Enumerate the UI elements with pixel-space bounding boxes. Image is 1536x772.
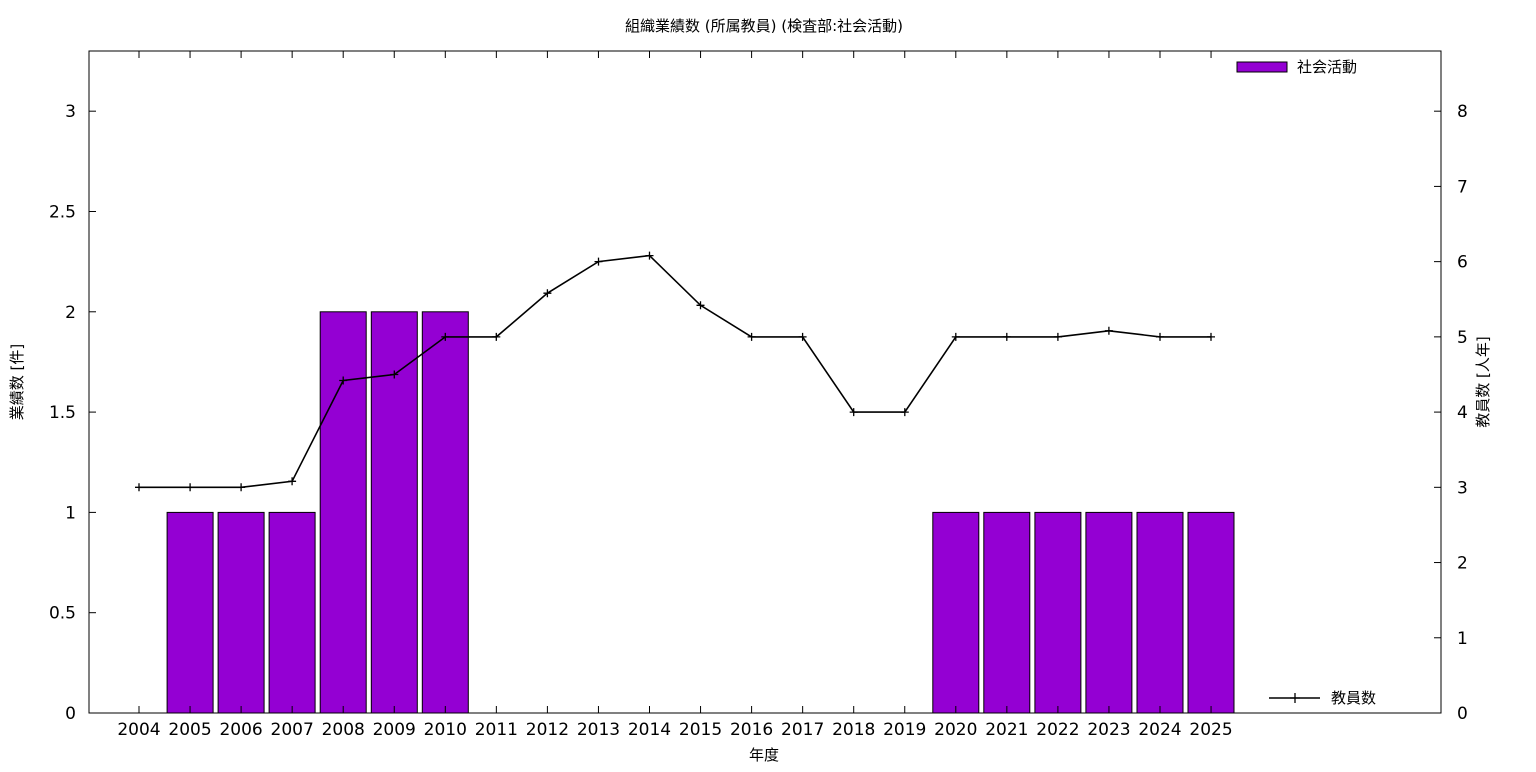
y2-tick-label-2: 2 (1457, 554, 1468, 574)
x-tick-label-2023: 2023 (1087, 720, 1130, 740)
line-point-2019 (900, 408, 909, 417)
x-tick-label-2006: 2006 (219, 720, 262, 740)
x-tick-label-2015: 2015 (679, 720, 722, 740)
x-tick-label-2010: 2010 (424, 720, 467, 740)
line-point-2014 (645, 251, 654, 260)
bar-2009 (370, 311, 418, 714)
y2-tick-label-7: 7 (1457, 177, 1468, 197)
y-tick-label-3: 3 (65, 102, 76, 122)
line-point-2012 (543, 289, 552, 298)
line-point-2004 (135, 483, 143, 492)
line-point-2022 (1053, 332, 1062, 341)
line-point-2007 (288, 477, 297, 486)
plot-frame (88, 50, 1442, 714)
x-tick-label-2016: 2016 (730, 720, 773, 740)
line-point-2024 (1156, 332, 1164, 341)
x-tick-label-2007: 2007 (271, 720, 314, 740)
y-tick-label-0.5: 0.5 (49, 604, 76, 624)
bar-2007 (268, 511, 316, 714)
line-point-2010 (441, 332, 450, 341)
line-point-2020 (951, 332, 960, 341)
y-tick-label-0: 0 (65, 704, 76, 724)
y2-tick-label-6: 6 (1457, 253, 1468, 273)
x-tick-label-2009: 2009 (373, 720, 416, 740)
x-tick-label-2021: 2021 (985, 720, 1028, 740)
line-point-2011 (492, 332, 501, 341)
legend-label-bar: 社会活動 (1297, 58, 1357, 76)
y-tick-label-2: 2 (65, 303, 76, 323)
x-tick-label-2024: 2024 (1138, 720, 1181, 740)
y2-tick-label-4: 4 (1457, 403, 1468, 423)
x-tick-label-2025: 2025 (1189, 720, 1232, 740)
x-tick-label-2005: 2005 (168, 720, 211, 740)
x-tick-label-2004: 2004 (117, 720, 160, 740)
line-point-2009 (390, 370, 399, 379)
y-tick-label-1: 1 (65, 503, 76, 523)
x-tick-label-2018: 2018 (832, 720, 875, 740)
bar-2022 (1034, 511, 1082, 714)
chart-title: 組織業績数 (所属教員) (検査部:社会活動) (625, 17, 903, 35)
line-point-2016 (747, 332, 756, 341)
y2-tick-label-1: 1 (1457, 629, 1468, 649)
x-tick-label-2013: 2013 (577, 720, 620, 740)
y2-axis-title: 教員数 [人年] (1474, 336, 1492, 427)
bars-layer (166, 311, 1235, 714)
line-point-2023 (1104, 326, 1113, 335)
line-point-2006 (237, 483, 246, 492)
y-tick-label-2.5: 2.5 (49, 202, 76, 222)
bar-2010 (421, 311, 469, 714)
y2-tick-label-3: 3 (1457, 478, 1468, 498)
y-tick-label-1.5: 1.5 (49, 403, 76, 423)
bar-2023 (1085, 511, 1133, 714)
legend-label-line: 教員数 (1331, 689, 1376, 707)
bar-2020 (932, 511, 980, 714)
x-tick-label-2012: 2012 (526, 720, 569, 740)
line-point-2005 (186, 483, 195, 492)
line-series-path (139, 254, 1211, 489)
y-axis-title: 業績数 [件] (8, 344, 26, 420)
legend-line-marker (1290, 693, 1300, 703)
y2-tick-label-5: 5 (1457, 328, 1468, 348)
ticks-layer: 2004 2005 2006 2007 2008 2009 2010 2011 2012 2013… (49, 51, 1468, 740)
x-tick-label-2022: 2022 (1036, 720, 1079, 740)
legend-swatch-bar (1236, 61, 1288, 73)
x-tick-label-2020: 2020 (934, 720, 977, 740)
line-point-2025 (1207, 332, 1215, 341)
y2-tick-label-0: 0 (1457, 704, 1468, 724)
line-point-2017 (798, 332, 807, 341)
bar-2008 (319, 311, 367, 714)
line-point-2021 (1002, 332, 1011, 341)
x-tick-label-2011: 2011 (475, 720, 518, 740)
bar-2024 (1136, 511, 1184, 714)
legend: 社会活動 教員数 (1236, 58, 1376, 707)
x-tick-label-2019: 2019 (883, 720, 926, 740)
bar-2025 (1187, 511, 1235, 714)
y2-tick-label-8: 8 (1457, 102, 1468, 122)
bar-2006 (217, 511, 265, 714)
x-tick-label-2014: 2014 (628, 720, 671, 740)
x-axis-title: 年度 (749, 746, 779, 764)
line-point-2013 (594, 257, 603, 266)
line-layer (135, 251, 1215, 492)
x-tick-label-2017: 2017 (781, 720, 824, 740)
x-tick-label-2008: 2008 (322, 720, 365, 740)
bar-2005 (166, 511, 214, 714)
line-point-2015 (696, 301, 705, 310)
line-point-2018 (849, 408, 858, 417)
bar-2021 (983, 511, 1031, 714)
line-point-2008 (339, 376, 348, 385)
